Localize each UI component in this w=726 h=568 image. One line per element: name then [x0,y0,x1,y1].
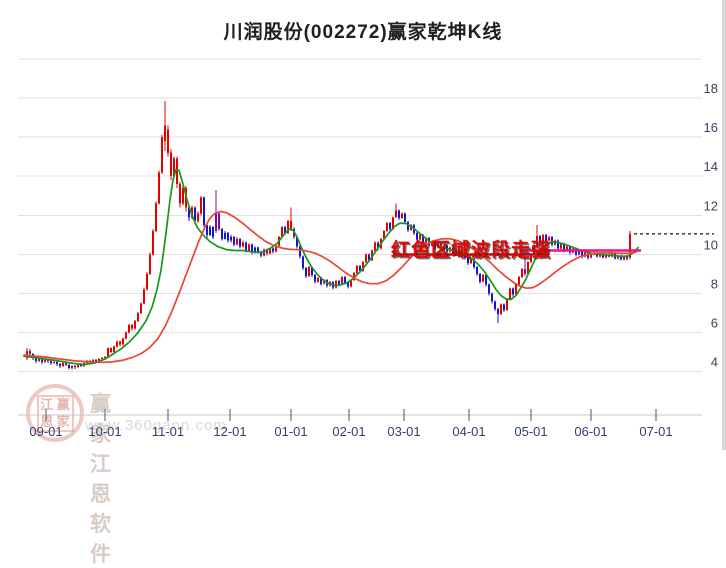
page-title: 川润股份(002272)赢家乾坤K线 [223,22,503,43]
y-axis: 18 16 14 12 10 8 6 4 [704,81,718,370]
x-axis-label: 01-01 [274,424,307,439]
y-axis-label: 12 [704,198,718,213]
seal-char: 赢 [56,397,70,413]
watermark-url: www.360gann.com [85,417,227,434]
window-right-border [722,0,726,450]
watermark-seal: 江赢恩家 [26,384,84,442]
kline-chart: 09-01 10-01 11-01 12-01 01-01 02-01 03-01 04-01… [18,58,718,439]
gridlines [18,58,702,416]
x-axis-label: 02-01 [332,424,365,439]
x-axis-label: 04-01 [452,424,485,439]
x-axis-label: 10-01 [88,424,121,439]
slow-ma-line [23,210,637,364]
y-axis-label: 10 [704,237,718,252]
band-annotation: 红色区域波段走强 [391,240,552,261]
x-axis-label: 09-01 [29,424,62,439]
watermark-seal-grid: 江赢恩家 [36,394,74,432]
seal-char: 家 [56,413,70,429]
y-axis-label: 18 [704,81,718,96]
y-axis-label: 8 [711,277,718,292]
fast-ma-line [23,168,639,366]
x-axis-label: 06-01 [574,424,607,439]
x-axis-label: 05-01 [514,424,547,439]
x-axis-label: 12-01 [213,424,246,439]
x-axis-label: 11-01 [152,424,184,439]
seal-char: 江 [40,397,54,413]
y-axis-label: 16 [704,120,718,135]
y-axis-label: 14 [704,159,718,174]
x-axis-label: 03-01 [387,424,420,439]
x-axis-label: 07-01 [639,424,672,439]
y-axis-label: 6 [711,316,718,331]
seal-char: 恩 [40,413,54,429]
kline-window: 江赢恩家 赢家江恩软件 www.360gann.com 川润股份(002272)… [18,0,726,566]
x-axis: 09-01 10-01 11-01 12-01 01-01 02-01 03-01 04-01… [29,409,673,439]
y-axis-label: 4 [711,355,718,370]
